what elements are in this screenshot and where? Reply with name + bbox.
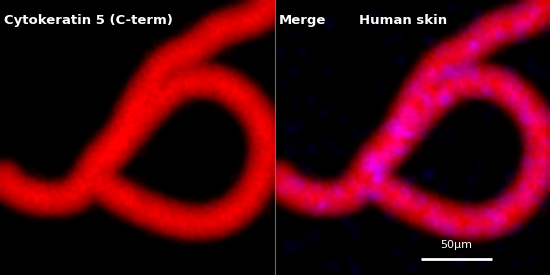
- Text: Human skin: Human skin: [359, 14, 447, 27]
- Text: Merge: Merge: [279, 14, 326, 27]
- Text: 50μm: 50μm: [441, 241, 472, 251]
- Text: Cytokeratin 5 (C-term): Cytokeratin 5 (C-term): [4, 14, 173, 27]
